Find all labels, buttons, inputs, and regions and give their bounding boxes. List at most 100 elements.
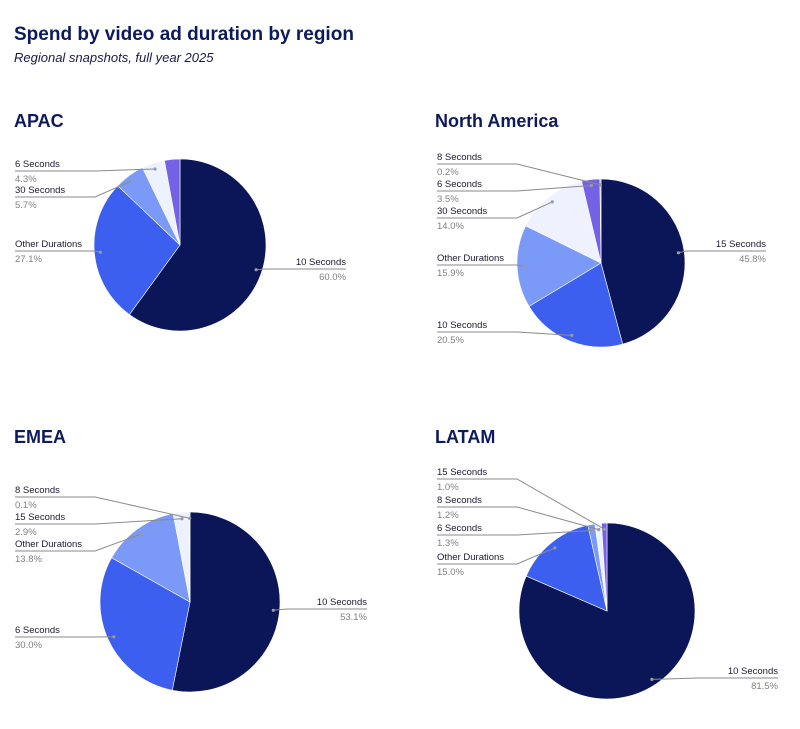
leader-dot xyxy=(570,333,574,337)
page-subtitle: Regional snapshots, full year 2025 xyxy=(14,50,214,65)
leader-line xyxy=(15,250,101,253)
leader-dot xyxy=(254,268,258,272)
leader-line xyxy=(678,250,766,254)
leader-dot xyxy=(521,264,525,268)
slice-label: 10 Seconds xyxy=(728,666,778,677)
leader-dot xyxy=(188,516,192,520)
slice-percent: 1.3% xyxy=(437,538,459,549)
slice-percent: 20.5% xyxy=(437,335,464,346)
leader-dot xyxy=(131,178,135,182)
leader-dot xyxy=(676,251,681,255)
leader-line xyxy=(15,168,156,172)
slice-label: Other Durations xyxy=(15,539,82,550)
slice-label: 10 Seconds xyxy=(296,257,346,268)
slice-percent: 15.9% xyxy=(437,268,464,279)
chart-title-latam: LATAM xyxy=(435,427,496,447)
leader-dot xyxy=(598,183,603,187)
leader-line xyxy=(437,506,599,531)
slice-percent: 27.1% xyxy=(15,254,42,265)
slice-percent: 53.1% xyxy=(340,612,367,623)
slice-percent: 1.0% xyxy=(437,482,459,493)
slice-label: 15 Seconds xyxy=(437,467,487,478)
slice-percent: 1.2% xyxy=(437,510,459,521)
pie-slice-other-durations xyxy=(525,524,608,612)
leader-dot xyxy=(602,527,607,531)
slice-percent: 81.5% xyxy=(751,681,778,692)
leader-dot xyxy=(112,635,116,639)
chart-title-apac: APAC xyxy=(14,111,64,131)
leader-dot xyxy=(550,200,554,204)
slice-percent: 3.5% xyxy=(437,194,459,205)
leader-line xyxy=(437,547,555,565)
leader-line xyxy=(15,533,142,552)
slice-label: 10 Seconds xyxy=(437,320,487,331)
leader-line xyxy=(15,518,182,525)
pie-slice-8-seconds xyxy=(599,178,602,264)
slice-label: 8 Seconds xyxy=(437,495,482,506)
chart-title-north-america: North America xyxy=(435,111,559,131)
pie-slice-10-seconds xyxy=(129,158,267,332)
pie-emea: 10 Seconds 53.1% 6 Seconds 30.0% Other Durat… xyxy=(15,485,368,693)
leader-line xyxy=(437,478,605,530)
leader-dot xyxy=(139,532,143,536)
leader-dot xyxy=(553,546,557,550)
pie-slice-10-seconds xyxy=(528,262,624,348)
page-title: Spend by video ad duration by region xyxy=(14,24,354,45)
leader-dot xyxy=(180,517,184,521)
leader-line xyxy=(15,179,134,198)
leader-dot xyxy=(590,528,595,533)
slice-percent: 45.8% xyxy=(739,254,766,265)
pie-slice-15-seconds xyxy=(600,178,686,345)
slice-label: 30 Seconds xyxy=(15,185,65,196)
leader-line xyxy=(651,677,778,680)
leader-dot xyxy=(597,528,601,532)
leader-line xyxy=(437,201,553,219)
slice-label: 6 Seconds xyxy=(15,159,60,170)
slice-label: 8 Seconds xyxy=(437,152,482,163)
slice-label: 6 Seconds xyxy=(437,179,482,190)
pie-north-america: 15 Seconds 45.8% 10 Seconds 20.5% Other Dura… xyxy=(437,152,767,348)
leader-dot xyxy=(650,677,654,682)
pie-slice-other-durations xyxy=(516,225,602,307)
leader-line xyxy=(273,608,367,611)
slice-label: 6 Seconds xyxy=(437,523,482,534)
slice-percent: 30.0% xyxy=(15,640,42,651)
slice-label: 6 Seconds xyxy=(15,625,60,636)
leader-line xyxy=(437,163,601,186)
slice-percent: 15.0% xyxy=(437,567,464,578)
pie-slice-6-seconds xyxy=(99,557,191,691)
pie-slice-30-seconds xyxy=(525,180,602,264)
leader-dot xyxy=(98,250,102,254)
slice-label: 10 Seconds xyxy=(317,597,367,608)
slice-percent: 60.0% xyxy=(319,272,346,283)
pie-latam: 10 Seconds 81.5% Other Durations 15.0% 6 Sec… xyxy=(437,467,779,700)
slice-label: 15 Seconds xyxy=(15,512,65,523)
pie-slice-unlabeled xyxy=(164,158,181,246)
leader-dot xyxy=(271,608,275,612)
slice-percent: 4.3% xyxy=(15,174,37,185)
pie-slice-15-seconds xyxy=(601,522,608,612)
slice-label: 15 Seconds xyxy=(716,239,766,250)
pie-slice-other-durations xyxy=(93,185,181,315)
leader-line xyxy=(437,530,593,536)
slice-label: 8 Seconds xyxy=(15,485,60,496)
slice-percent: 0.2% xyxy=(437,167,459,178)
slice-label: Other Durations xyxy=(15,239,82,250)
leader-line xyxy=(437,185,592,192)
pie-slice-10-seconds xyxy=(171,511,281,693)
slice-label: Other Durations xyxy=(437,253,504,264)
pie-slice-8-seconds xyxy=(189,511,191,603)
slice-percent: 0.1% xyxy=(15,500,37,511)
leader-line xyxy=(256,268,346,271)
leader-dot xyxy=(589,183,594,188)
leader-line xyxy=(437,264,524,267)
leader-line xyxy=(437,331,572,336)
slice-percent: 2.9% xyxy=(15,527,37,538)
slice-percent: 13.8% xyxy=(15,554,42,565)
slice-percent: 14.0% xyxy=(437,221,464,232)
chart-title-emea: EMEA xyxy=(14,427,67,447)
slice-label: 30 Seconds xyxy=(437,206,487,217)
pie-apac: 10 Seconds 60.0% Other Durations 27.1% 30 Se… xyxy=(15,158,347,332)
leader-dot xyxy=(153,167,157,171)
